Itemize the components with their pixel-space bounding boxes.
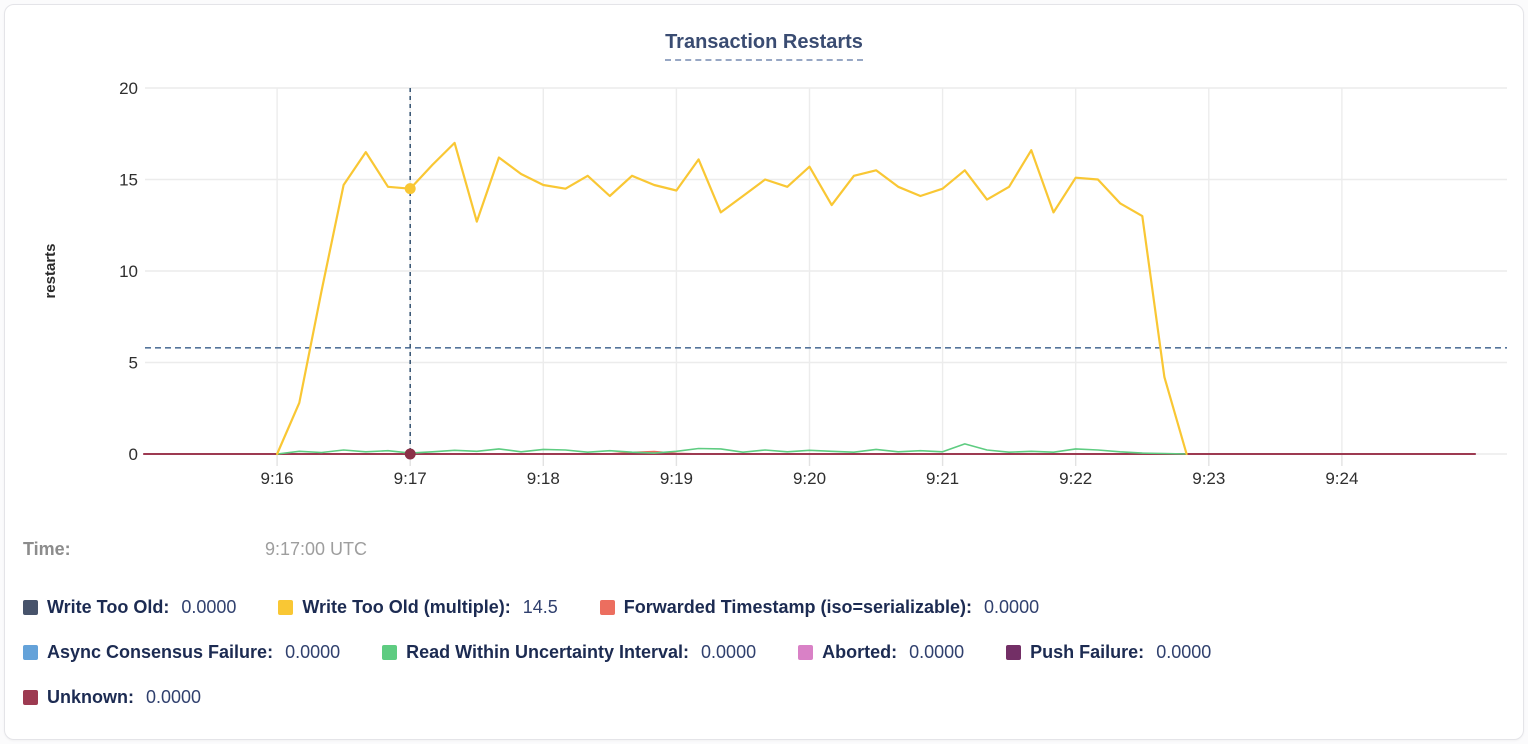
legend-swatch-read-within-uncertainty-interval xyxy=(382,644,398,660)
y-axis-title: restarts xyxy=(42,243,59,298)
x-tick-label: 9:22 xyxy=(1059,469,1092,488)
legend-swatch-forwarded-timestamp-iso-serializable xyxy=(599,599,615,615)
metric-chart-card: Transaction Restarts 0 5 10 15 20 9:16 9:17 9:1… xyxy=(4,4,1524,740)
y-tick-label: 5 xyxy=(129,354,138,373)
hover-dot-write-too-old-multiple xyxy=(404,183,416,195)
series-line-write-too-old-multiple xyxy=(276,141,1188,456)
y-tick-label: 20 xyxy=(119,79,138,98)
legend-item-write-too-old: Write Too Old: 0.0000 xyxy=(23,597,236,618)
y-tick-label: 0 xyxy=(129,445,138,464)
legend-swatch-push-failure xyxy=(1006,644,1022,660)
legend-row-1: Write Too Old: 0.0000 Write Too Old (multi… xyxy=(23,595,1039,619)
x-tick-label: 9:17 xyxy=(394,469,427,488)
legend-value: 14.5 xyxy=(522,596,558,617)
hover-time-row: Time: 9:17:00 UTC xyxy=(23,539,1513,565)
legend-item-unknown: Unknown: 0.0000 xyxy=(23,687,201,708)
legend-item-read-within-uncertainty-interval: Read Within Uncertainty Interval: 0.0000 xyxy=(382,642,756,663)
legend-value: 0.0000 xyxy=(146,686,202,707)
legend-row-2: Async Consensus Failure: 0.0000 Read Withi… xyxy=(23,640,1211,664)
x-tick-label: 9:20 xyxy=(793,469,826,488)
legend-swatch-write-too-old xyxy=(23,599,38,615)
legend-value: 0.0000 xyxy=(701,641,757,662)
legend-label: Async Consensus Failure: xyxy=(47,641,274,662)
legend-label: Write Too Old (multiple): xyxy=(302,596,511,617)
legend-label: Forwarded Timestamp (iso=serializable): xyxy=(623,596,973,617)
legend-value: 0.0000 xyxy=(181,596,237,617)
y-tick-label: 15 xyxy=(119,171,138,190)
legend-label: Aborted: xyxy=(822,641,898,662)
chart-header: Transaction Restarts xyxy=(5,31,1523,61)
legend-item-async-consensus-failure: Async Consensus Failure: 0.0000 xyxy=(23,642,340,663)
legend-item-forwarded-timestamp-iso-serializable: Forwarded Timestamp (iso=serializable): 0… xyxy=(599,596,1040,618)
x-tick-label: 9:21 xyxy=(926,469,959,488)
hover-time-value: 9:17:00 UTC xyxy=(265,539,368,559)
legend-value: 0.0000 xyxy=(909,641,965,662)
legend-value: 0.0000 xyxy=(285,641,341,662)
legend-swatch-unknown xyxy=(23,689,38,705)
legend-label: Write Too Old: xyxy=(47,596,170,617)
legend-swatch-write-too-old-multiple xyxy=(278,599,294,615)
legend-swatch-aborted xyxy=(798,644,814,660)
legend-label: Read Within Uncertainty Interval: xyxy=(406,641,690,662)
legend-item-push-failure: Push Failure: 0.0000 xyxy=(1006,642,1211,663)
x-tick-label: 9:24 xyxy=(1325,469,1358,488)
legend-value: 0.0000 xyxy=(984,596,1040,617)
x-tick-label: 9:18 xyxy=(527,469,560,488)
legend-value: 0.0000 xyxy=(1156,641,1212,662)
hover-time-label: Time: xyxy=(23,539,71,559)
x-tick-label: 9:16 xyxy=(261,469,294,488)
legend-label: Push Failure: xyxy=(1030,641,1145,662)
series-line-read-within-uncertainty-interval xyxy=(276,443,1188,455)
hover-dot-unknown xyxy=(404,448,416,460)
legend-label: Unknown: xyxy=(47,686,134,707)
x-tick-label: 9:23 xyxy=(1192,469,1225,488)
legend-item-aborted: Aborted: 0.0000 xyxy=(798,642,964,663)
legend-row-3: Unknown: 0.0000 xyxy=(23,685,201,709)
gridlines: 0 5 10 15 20 9:16 9:17 9:18 9:19 9:20 9:21 9:22 9:23… xyxy=(119,79,1507,488)
y-tick-label: 10 xyxy=(119,262,138,281)
chart-title[interactable]: Transaction Restarts xyxy=(665,31,863,61)
x-tick-label: 9:19 xyxy=(660,469,693,488)
legend-swatch-async-consensus-failure xyxy=(23,644,38,660)
chart-plot-area[interactable]: 0 5 10 15 20 9:16 9:17 9:18 9:19 9:20 9:21 9:22 9:23… xyxy=(5,75,1528,507)
legend-item-write-too-old-multiple: Write Too Old (multiple): 14.5 xyxy=(278,596,558,618)
